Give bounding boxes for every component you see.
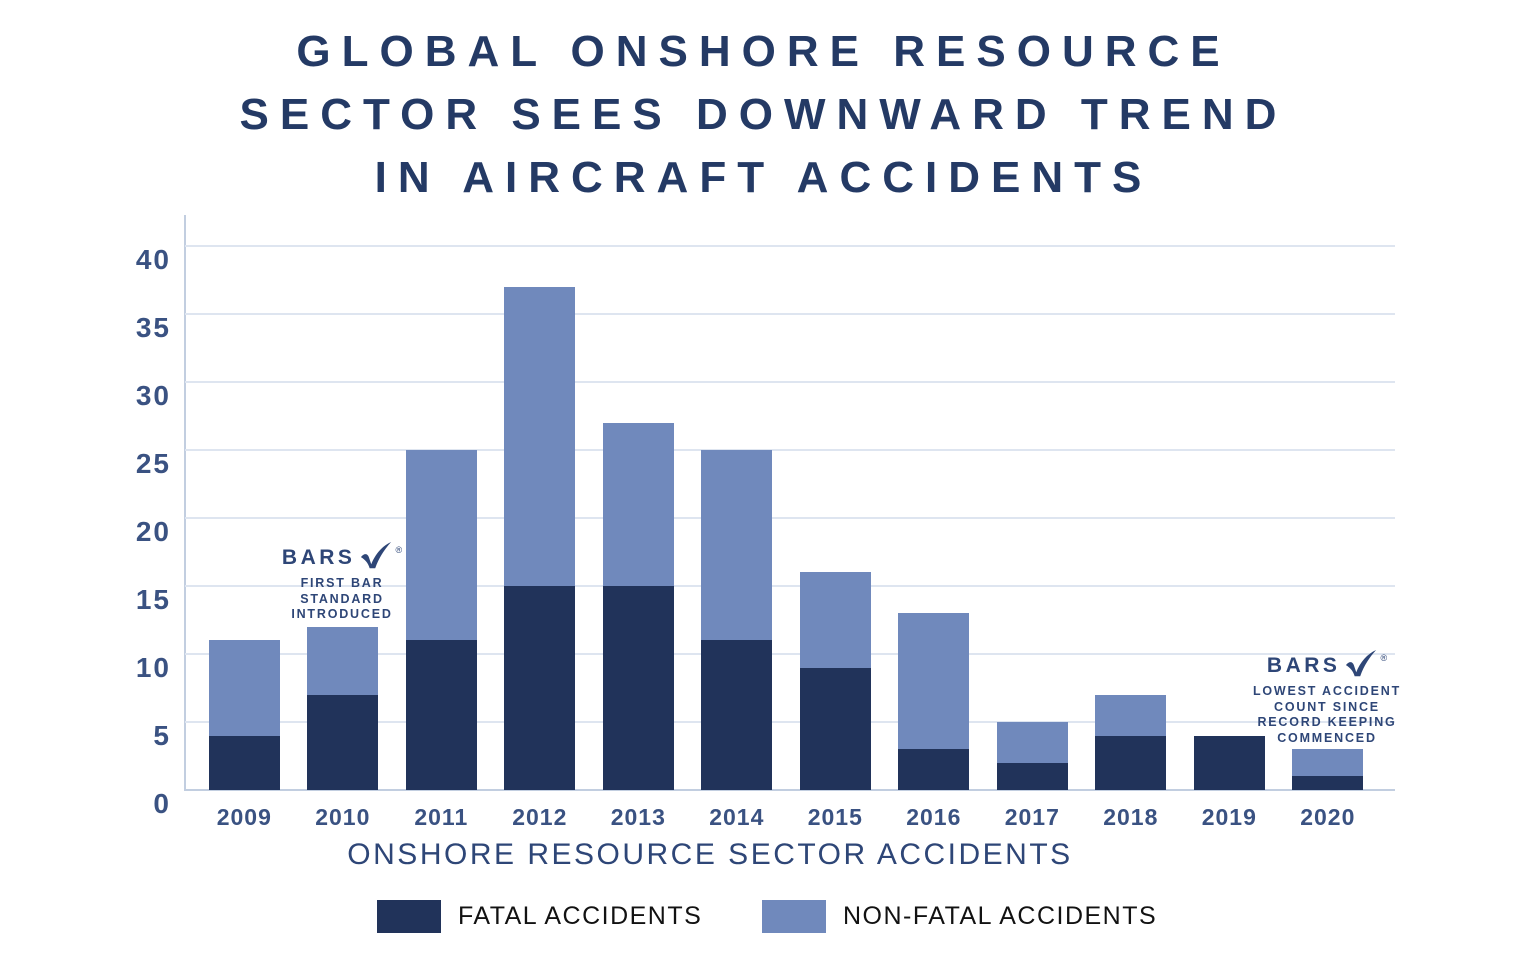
bar-segment-non-fatal-2016 — [898, 613, 970, 750]
chart-title-line-3: IN AIRCRAFT ACCIDENTS — [374, 153, 1153, 202]
annotation-text: FIRST BAR STANDARD INTRODUCED — [291, 576, 393, 621]
legend-swatch-fatal — [377, 900, 441, 933]
y-tick-label-5: 5 — [153, 720, 171, 751]
gridline-y-30 — [185, 381, 1395, 383]
annotation-text: LOWEST ACCIDENT COUNT SINCE RECORD KEEPI… — [1252, 684, 1402, 745]
annotation-lowest-count: BARS ® LOWEST ACCIDENT COUNT SINCE RECOR… — [1197, 650, 1457, 746]
bars-logo-text: BARS — [1266, 654, 1341, 677]
bar-segment-fatal-2017 — [996, 762, 1068, 790]
y-tick-label-40: 40 — [135, 244, 171, 275]
gridline-y-35 — [185, 313, 1395, 315]
bar-segment-fatal-2016 — [898, 749, 970, 790]
chart-title: GLOBAL ONSHORE RESOURCE SECTOR SEES DOWN… — [0, 20, 1527, 209]
bar-segment-fatal-2018 — [1095, 735, 1167, 790]
x-tick-label-2020: 2020 — [1300, 804, 1356, 830]
bar-segment-fatal-2012 — [504, 586, 576, 790]
bar-segment-non-fatal-2018 — [1095, 694, 1167, 736]
bar-segment-non-fatal-2010 — [307, 626, 379, 695]
x-tick-label-2018: 2018 — [1103, 804, 1159, 830]
bars-logo: BARS ® — [1197, 650, 1457, 677]
y-tick-label-30: 30 — [135, 380, 171, 411]
chart-title-line-1: GLOBAL ONSHORE RESOURCE — [296, 27, 1231, 76]
bar-segment-non-fatal-2011 — [405, 450, 477, 641]
y-tick-label-0: 0 — [153, 788, 171, 819]
x-axis-baseline — [185, 789, 1395, 791]
x-tick-label-2010: 2010 — [315, 804, 371, 830]
x-tick-label-2014: 2014 — [709, 804, 765, 830]
x-tick-label-2011: 2011 — [414, 804, 469, 830]
bar-segment-non-fatal-2014 — [701, 450, 773, 641]
y-tick-label-20: 20 — [135, 516, 171, 547]
bar-segment-fatal-2014 — [701, 640, 773, 790]
bar-segment-non-fatal-2017 — [996, 722, 1068, 763]
bars-logo-text: BARS — [281, 546, 356, 569]
bar-segment-non-fatal-2013 — [602, 422, 674, 586]
bars-logo: BARS ® — [212, 542, 472, 569]
gridline-y-20 — [185, 517, 1395, 519]
gridline-y-15 — [185, 585, 1395, 587]
x-tick-label-2015: 2015 — [807, 804, 863, 830]
x-tick-label-2017: 2017 — [1004, 804, 1060, 830]
x-tick-label-2012: 2012 — [512, 804, 568, 830]
bar-segment-non-fatal-2020 — [1292, 749, 1364, 777]
bars-checkmark-icon — [1346, 650, 1377, 677]
registered-trademark-symbol: ® — [395, 545, 403, 555]
bar-segment-fatal-2015 — [799, 667, 871, 790]
bar-segment-non-fatal-2009 — [208, 640, 280, 736]
bar-segment-fatal-2020 — [1292, 776, 1364, 790]
bar-segment-fatal-2010 — [307, 694, 379, 790]
y-tick-label-35: 35 — [135, 312, 171, 343]
y-tick-label-25: 25 — [135, 448, 171, 479]
legend-label-non-fatal: NON-FATAL ACCIDENTS — [843, 902, 1158, 930]
bar-segment-fatal-2011 — [405, 640, 477, 790]
x-tick-label-2009: 2009 — [216, 804, 272, 830]
chart-title-line-2: SECTOR SEES DOWNWARD TREND — [239, 90, 1288, 139]
bar-segment-non-fatal-2012 — [504, 286, 576, 586]
legend-label-fatal: FATAL ACCIDENTS — [458, 902, 703, 930]
plot-area: 0 5 10 15 20 25 30 35 40 2009 2010 2011 2012 2013 2014… — [136, 244, 1395, 830]
bars-checkmark-icon — [361, 542, 392, 569]
gridline-y-25 — [185, 449, 1395, 451]
bar-segment-fatal-2013 — [602, 586, 674, 790]
annotation-first-bar-standard: BARS ® FIRST BAR STANDARD INTRODUCED — [212, 542, 472, 623]
x-tick-label-2019: 2019 — [1201, 804, 1257, 830]
y-tick-label-15: 15 — [135, 584, 171, 615]
legend-swatch-non-fatal — [762, 900, 826, 933]
x-tick-label-2016: 2016 — [906, 804, 962, 830]
registered-trademark-symbol: ® — [1380, 653, 1388, 663]
gridline-y-40 — [185, 245, 1395, 247]
y-tick-label-10: 10 — [135, 652, 171, 683]
gridline-y-5 — [185, 721, 1395, 723]
x-tick-label-2013: 2013 — [610, 804, 666, 830]
gridline-y-10 — [185, 653, 1395, 655]
bar-segment-fatal-2019 — [1193, 735, 1265, 790]
y-axis-line — [184, 215, 186, 791]
bar-segment-fatal-2009 — [208, 735, 280, 790]
x-axis-label: ONSHORE RESOURCE SECTOR ACCIDENTS — [347, 838, 1073, 871]
bar-segment-non-fatal-2015 — [799, 572, 871, 668]
